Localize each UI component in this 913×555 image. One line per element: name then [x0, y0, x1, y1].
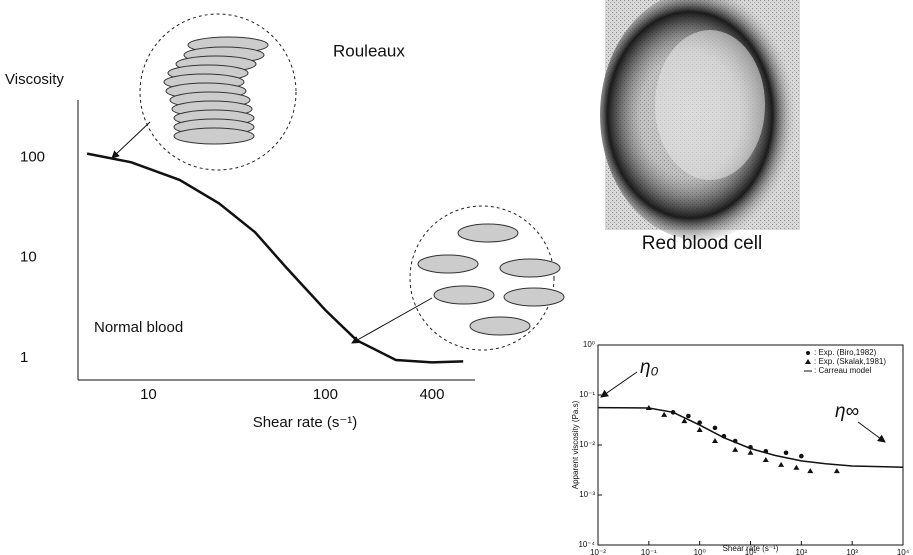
- x-tick-label: 400: [419, 386, 444, 403]
- y-axis-label: Apparent viscosity (Pa.s): [571, 400, 580, 489]
- y-tick-label: 10⁻³: [579, 490, 595, 499]
- legend-label: : Exp. (Skalak,1981): [814, 357, 886, 366]
- x-tick-label: 10⁻¹: [641, 548, 657, 555]
- x-tick-label: 10²: [796, 548, 808, 555]
- point: [784, 450, 789, 455]
- legend-label: : Exp. (Biro,1982): [814, 348, 877, 357]
- legend-label: : Carreau model: [814, 366, 872, 375]
- point: [834, 468, 840, 473]
- x-tick-label: 100: [313, 386, 338, 403]
- annotation: η∞: [835, 401, 859, 422]
- annotation: Normal blood: [94, 319, 183, 336]
- point: [807, 468, 813, 473]
- legend-marker: [805, 359, 811, 364]
- point: [661, 412, 667, 417]
- rouleaux-illustration: [112, 14, 296, 170]
- y-tick-label: 10⁻²: [579, 440, 595, 449]
- annotation-arrow: [858, 422, 885, 442]
- annotation: η₀: [640, 357, 659, 378]
- x-tick-label: 10³: [846, 548, 858, 555]
- y-tick-label: 10⁰: [583, 340, 595, 349]
- y-axis-label: Viscosity: [5, 71, 64, 88]
- point: [748, 450, 754, 455]
- legend-marker: [806, 351, 810, 355]
- annotation: Rouleaux: [333, 41, 405, 60]
- x-tick-label: 10⁻²: [590, 548, 606, 555]
- annotation-arrow: [601, 372, 637, 397]
- point: [713, 426, 718, 431]
- point: [799, 454, 804, 459]
- point: [712, 438, 718, 443]
- point: [686, 414, 691, 419]
- x-tick-label: 10: [140, 386, 157, 403]
- x-axis-label: Shear rate (s⁻¹): [253, 414, 358, 431]
- point: [697, 427, 703, 432]
- point: [732, 447, 738, 452]
- y-tick-label: 10⁻¹: [579, 390, 595, 399]
- red-blood-cell-photo: [600, 0, 800, 240]
- image-caption: Red blood cell: [642, 233, 762, 254]
- y-tick-label: 1: [20, 349, 28, 366]
- figure: Red blood cell 1 10 100 10 100 400 Viscosity Sh…: [0, 0, 913, 555]
- x-axis-label: Shear rate (s⁻¹): [723, 544, 779, 553]
- point: [778, 462, 784, 467]
- y-tick-label: 100: [20, 149, 45, 166]
- point: [793, 465, 799, 470]
- point: [763, 457, 769, 462]
- x-tick-label: 10⁰: [694, 548, 706, 555]
- x-tick-label: 10⁴: [897, 548, 910, 555]
- dispersed-cells-illustration: [352, 206, 564, 350]
- y-tick-label: 10: [20, 249, 37, 266]
